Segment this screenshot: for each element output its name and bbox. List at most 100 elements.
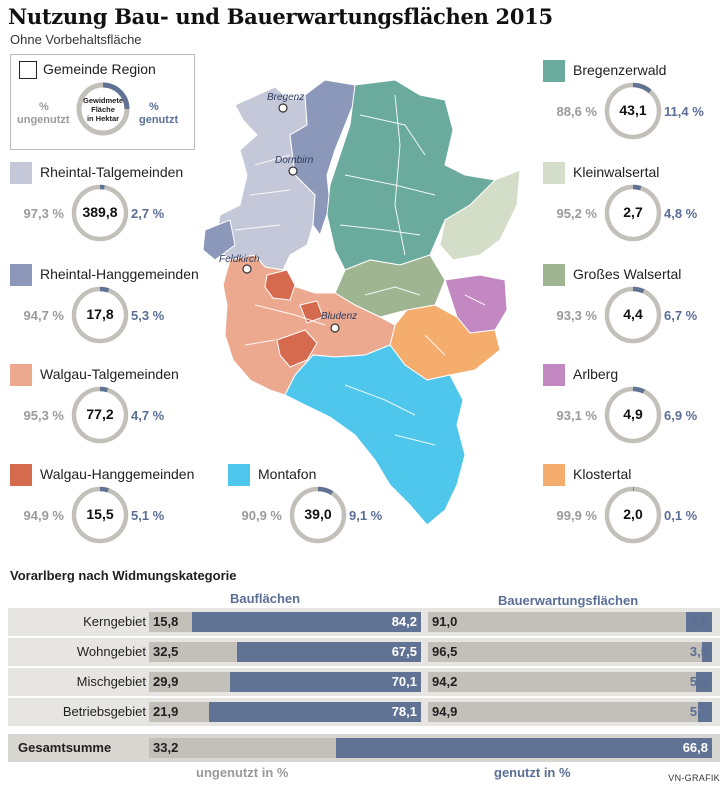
region-genutzt: 9,1 % xyxy=(349,508,383,523)
region-hektar: 389,8 xyxy=(82,204,118,220)
legend-left-word: ungenutzt xyxy=(17,114,70,126)
region-ring xyxy=(71,386,129,444)
region-swatch xyxy=(543,162,565,184)
legend-label: Gemeinde Region xyxy=(43,61,156,77)
region-hektar: 39,0 xyxy=(304,506,332,522)
region-hektar: 17,8 xyxy=(86,306,114,322)
region-hektar: 4,4 xyxy=(623,306,643,322)
region-ungenutzt: 97,3 % xyxy=(23,206,64,221)
region-name: Klostertal xyxy=(573,466,632,482)
value-label-ungenutzt: 29,9 xyxy=(153,674,179,689)
region-swatch xyxy=(543,60,565,82)
value-label-genutzt: 5,8 xyxy=(689,674,708,689)
value-label-genutzt: 78,1 xyxy=(391,704,417,719)
region-ring xyxy=(71,286,129,344)
group-title-bauflaechen: Bauflächen xyxy=(230,591,301,606)
region-hektar: 2,7 xyxy=(623,204,643,220)
value-label-genutzt: 9,0 xyxy=(689,614,708,629)
bar-ungenutzt xyxy=(428,642,703,662)
credit: VN-GRAFIK xyxy=(668,773,720,783)
region-swatch xyxy=(543,364,565,386)
legend-center-1: Gewidmete xyxy=(82,96,123,105)
region-genutzt: 4,7 % xyxy=(131,408,165,423)
region-ungenutzt: 99,9 % xyxy=(556,508,597,523)
value-label-ungenutzt: 94,2 xyxy=(432,674,458,689)
bar-ungenutzt xyxy=(428,612,687,632)
region-block: Rheintal-Hanggemeinden 94,7 % 17,8 5,3 % xyxy=(10,262,199,362)
bar-genutzt xyxy=(335,738,712,758)
region-swatch xyxy=(10,264,32,286)
bar-genutzt xyxy=(230,672,421,692)
bar-genutzt xyxy=(695,672,712,692)
bar-genutzt xyxy=(702,642,712,662)
region-block: Arlberg 93,1 % 4,9 6,9 % xyxy=(543,362,723,462)
value-label-ungenutzt: 94,9 xyxy=(432,704,458,719)
region-ungenutzt: 93,1 % xyxy=(556,408,597,423)
map-region-bregenzerwald xyxy=(326,79,497,271)
region-ring xyxy=(604,386,662,444)
value-label-ungenutzt: 91,0 xyxy=(432,614,458,629)
city-bregenz: Bregenz xyxy=(267,92,304,103)
value-label-genutzt: 5,1 xyxy=(689,704,708,719)
legend-center-3: in Hektar xyxy=(86,114,120,123)
region-genutzt: 11,4 % xyxy=(664,104,704,119)
region-name: Montafon xyxy=(258,466,317,482)
value-label-genutzt: 70,1 xyxy=(391,674,417,689)
legend-box: Gemeinde Region % ungenutzt Gewidmete Fl… xyxy=(10,54,195,150)
region-swatch xyxy=(10,464,32,486)
axis-label-ungenutzt: ungenutzt in % xyxy=(196,765,289,780)
region-name: Bregenzerwald xyxy=(573,62,667,78)
region-ungenutzt: 93,3 % xyxy=(556,308,597,323)
region-ring xyxy=(604,486,662,544)
region-genutzt: 5,1 % xyxy=(131,508,165,523)
value-label-genutzt: 3,5 xyxy=(689,644,708,659)
section-title: Vorarlberg nach Widmungskategorie xyxy=(10,568,237,583)
ring-genutzt xyxy=(632,184,642,191)
region-name: Arlberg xyxy=(573,366,619,382)
region-name: Walgau-Hanggemeinden xyxy=(40,466,195,482)
value-label-genutzt: 67,5 xyxy=(391,644,417,659)
category-label: Gesamtsumme xyxy=(18,740,112,755)
region-genutzt: 6,9 % xyxy=(664,408,698,423)
ring-genutzt xyxy=(632,82,652,94)
region-name: Rheintal-Talgemeinden xyxy=(40,164,184,180)
bar-genutzt xyxy=(686,612,712,632)
region-ring xyxy=(71,486,129,544)
region-block: Großes Walsertal 93,3 % 4,4 6,7 % xyxy=(543,262,723,362)
ring-genutzt xyxy=(99,486,109,493)
region-hektar: 77,2 xyxy=(86,406,114,422)
value-label-ungenutzt: 96,5 xyxy=(432,644,458,659)
chart-subtitle: Ohne Vorbehaltsfläche xyxy=(10,32,142,47)
region-swatch xyxy=(10,162,32,184)
region-genutzt: 5,3 % xyxy=(131,308,165,323)
region-block: Rheintal-Talgemeinden 97,3 % 389,8 2,7 % xyxy=(10,160,190,260)
value-label-genutzt: 66,8 xyxy=(682,740,708,755)
ring-genutzt xyxy=(99,286,110,293)
category-label: Kerngebiet xyxy=(83,614,146,629)
city-bludenz: Bludenz xyxy=(321,311,357,322)
value-label-ungenutzt: 32,5 xyxy=(153,644,179,659)
city-feldkirch: Feldkirch xyxy=(219,254,260,265)
region-genutzt: 6,7 % xyxy=(664,308,698,323)
ring-genutzt xyxy=(632,386,645,394)
ring-genutzt xyxy=(99,386,109,393)
bar-ungenutzt xyxy=(149,642,238,662)
legend-right-word: genutzt xyxy=(139,114,179,126)
region-name: Kleinwalsertal xyxy=(573,164,660,180)
region-hektar: 15,5 xyxy=(86,506,114,522)
bar-genutzt xyxy=(697,702,712,722)
category-label: Mischgebiet xyxy=(76,674,146,689)
bar-ungenutzt xyxy=(149,672,231,692)
region-swatch xyxy=(543,264,565,286)
region-genutzt: 2,7 % xyxy=(131,206,165,221)
region-genutzt: 0,1 % xyxy=(664,508,698,523)
chart-title: Nutzung Bau- und Bauerwartungsflächen 20… xyxy=(8,4,553,29)
region-hektar: 43,1 xyxy=(619,102,647,118)
region-hektar: 4,9 xyxy=(623,406,643,422)
region-block: Walgau-Talgemeinden 95,3 % 77,2 4,7 % xyxy=(10,362,190,462)
bar-ungenutzt xyxy=(428,702,698,722)
region-block: Kleinwalsertal 95,2 % 2,7 4,8 % xyxy=(543,160,723,260)
region-genutzt: 4,8 % xyxy=(664,206,698,221)
value-label-genutzt: 84,2 xyxy=(391,614,417,629)
legend-right-pct: % xyxy=(149,101,159,113)
